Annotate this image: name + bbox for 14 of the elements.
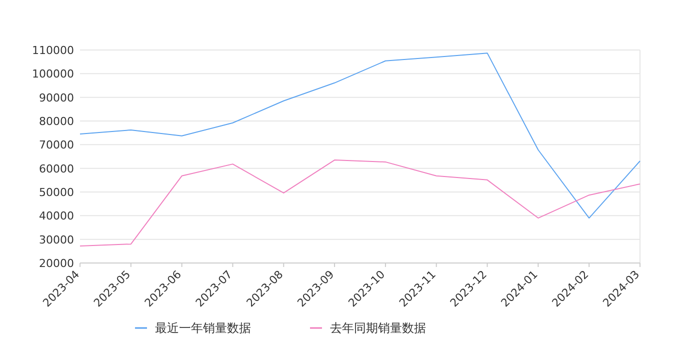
line-series	[80, 52, 640, 219]
y-tick-label: 100000	[32, 68, 74, 81]
legend-label: 最近一年销量数据	[155, 321, 251, 335]
y-tick-label: 20000	[39, 257, 74, 270]
y-tick-label: 90000	[39, 91, 74, 104]
y-tick-label: 30000	[39, 233, 74, 246]
y-tick-label: 40000	[39, 210, 74, 223]
y-tick-label: 70000	[39, 138, 74, 152]
line-series	[80, 160, 640, 246]
y-tick-label: 80000	[39, 115, 74, 128]
y-tick-label: 60000	[39, 162, 74, 176]
y-tick-label: 50000	[39, 186, 74, 199]
legend-label: 去年同期销量数据	[330, 321, 426, 335]
y-tick-label: 110000	[32, 44, 74, 57]
